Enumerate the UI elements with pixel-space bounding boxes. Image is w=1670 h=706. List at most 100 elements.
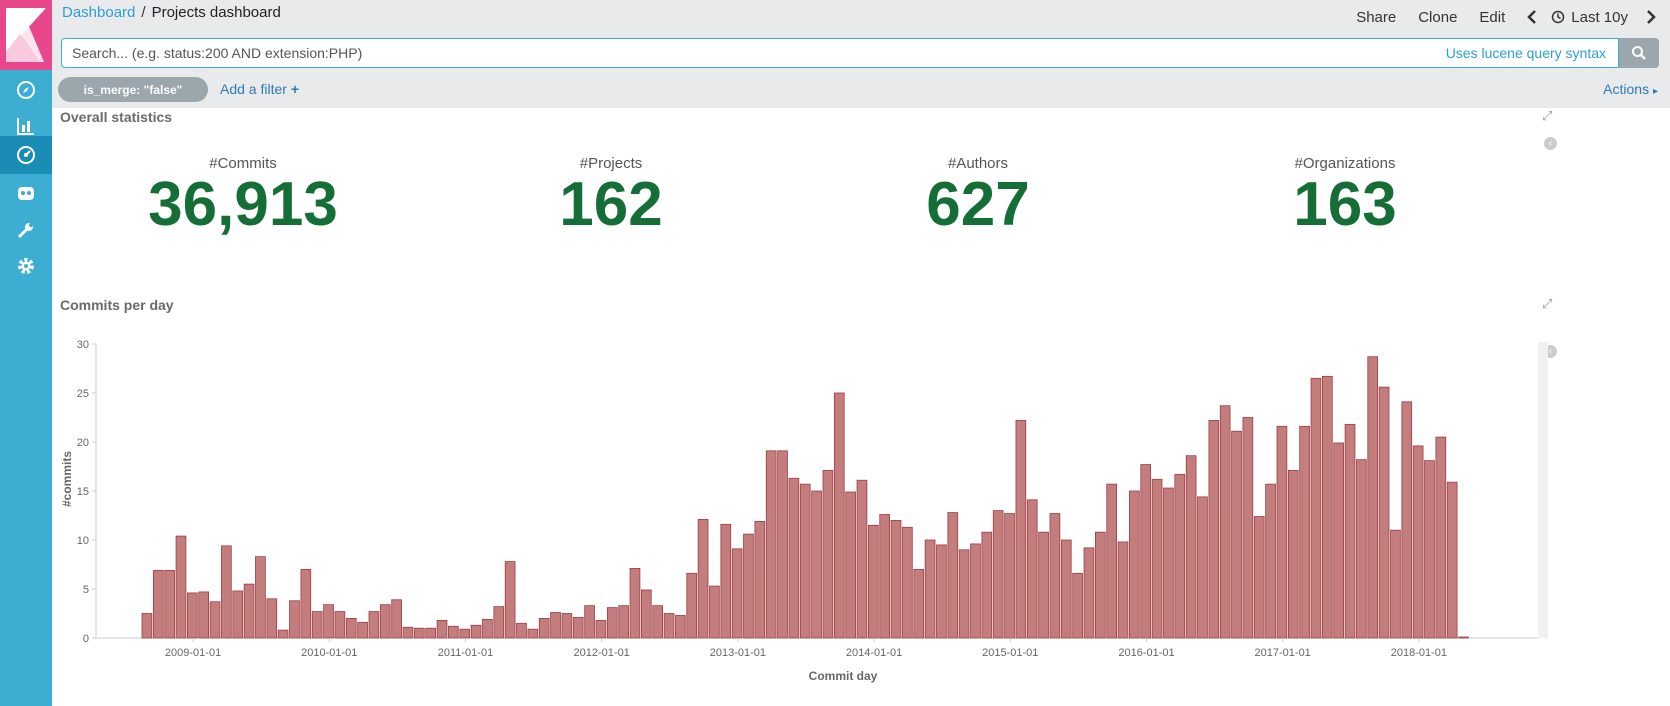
- y-tick-label: 10: [77, 535, 89, 547]
- gauge-icon[interactable]: [0, 136, 52, 174]
- bar: [1446, 481, 1458, 639]
- plot-edge-shade: [1538, 342, 1548, 638]
- compass-icon[interactable]: [14, 78, 38, 102]
- bar: [198, 591, 210, 639]
- bar: [436, 619, 448, 639]
- bar: [232, 590, 244, 639]
- y-axis-title: #commits: [60, 451, 74, 507]
- bar: [1049, 513, 1061, 639]
- bar: [1015, 420, 1027, 639]
- metric-value: 163: [1293, 170, 1397, 239]
- bar: [913, 568, 925, 639]
- bar: [243, 583, 255, 639]
- metric-organizations: #Organizations 163: [1195, 155, 1495, 236]
- metric-value: 162: [559, 170, 663, 239]
- shield-icon[interactable]: [14, 182, 38, 206]
- commits-per-day-title: Commits per day: [60, 297, 174, 313]
- metric-commits: #Commits 36,913: [93, 155, 393, 236]
- wrench-icon[interactable]: [14, 218, 38, 242]
- bar: [1185, 455, 1197, 639]
- bar: [947, 512, 959, 639]
- x-tick-label: 2017-01-01: [1255, 647, 1311, 659]
- lucene-syntax-link[interactable]: Uses lucene query syntax: [1445, 45, 1606, 61]
- search-button[interactable]: [1619, 38, 1659, 68]
- bar: [845, 491, 856, 639]
- filter-pill[interactable]: is_merge: "false": [58, 77, 208, 102]
- bar: [1197, 496, 1208, 639]
- bar: [799, 483, 811, 639]
- metric-projects: #Projects 162: [461, 155, 761, 236]
- bar: [300, 568, 312, 639]
- search-icon: [1632, 46, 1646, 60]
- bar: [357, 621, 368, 639]
- breadcrumb-dashboard-link[interactable]: Dashboard: [62, 4, 136, 21]
- collapse-caret-icon[interactable]: ‹: [1544, 137, 1557, 150]
- bar: [175, 535, 187, 639]
- x-tick-label: 2015-01-01: [982, 647, 1038, 659]
- bar: [1219, 405, 1231, 639]
- bar: [1458, 636, 1469, 639]
- bar: [1344, 423, 1356, 639]
- bar: [425, 627, 437, 639]
- expand-icon[interactable]: ⤢: [1542, 108, 1553, 123]
- breadcrumb: Dashboard / Projects dashboard: [62, 4, 281, 21]
- bar: [936, 544, 947, 639]
- bar: [311, 611, 323, 639]
- search-input[interactable]: [72, 39, 1272, 67]
- bar: [618, 605, 629, 639]
- kibana-logo[interactable]: [0, 0, 52, 70]
- bar: [1151, 478, 1163, 639]
- chevron-right-icon[interactable]: [1646, 10, 1656, 24]
- time-picker-button[interactable]: Last 10y: [1551, 9, 1628, 26]
- bar: [1401, 401, 1413, 639]
- plus-icon: +: [290, 81, 300, 97]
- y-tick-label: 5: [83, 584, 89, 596]
- bar: [754, 520, 766, 639]
- bar: [187, 592, 198, 639]
- bar: [1435, 436, 1447, 639]
- metric-label: #Commits: [209, 155, 277, 172]
- bar: [879, 514, 891, 639]
- bar: [334, 611, 346, 639]
- x-tick-label: 2018-01-01: [1391, 647, 1447, 659]
- bar: [550, 612, 561, 639]
- add-filter-label: Add a filter: [220, 81, 287, 97]
- bar: [924, 539, 936, 639]
- bar: [833, 392, 845, 639]
- share-button[interactable]: Share: [1356, 8, 1397, 26]
- y-tick-label: 30: [77, 339, 89, 351]
- y-tick-label: 15: [77, 486, 89, 498]
- bar: [902, 526, 913, 639]
- bar: [379, 604, 391, 639]
- x-tick-label: 2012-01-01: [574, 647, 630, 659]
- bar-chart-icon[interactable]: [14, 114, 38, 138]
- bar: [675, 615, 686, 639]
- edit-button[interactable]: Edit: [1479, 8, 1506, 26]
- bar: [1106, 483, 1118, 639]
- bar: [1322, 375, 1333, 639]
- bar: [641, 589, 652, 639]
- bar: [266, 598, 278, 639]
- add-filter-link[interactable]: Add a filter +: [220, 81, 299, 97]
- bar: [981, 531, 993, 639]
- bar: [323, 604, 334, 639]
- clone-button[interactable]: Clone: [1418, 8, 1458, 26]
- bar: [1424, 460, 1435, 639]
- bar: [1208, 420, 1220, 639]
- search-row: Uses lucene query syntax: [52, 34, 1670, 72]
- chevron-left-icon[interactable]: [1527, 10, 1537, 24]
- actions-link[interactable]: Actions ▸: [1603, 81, 1658, 97]
- bar: [1390, 529, 1401, 639]
- expand-icon[interactable]: ⤢: [1542, 296, 1553, 311]
- bar: [743, 533, 754, 639]
- bar: [606, 607, 618, 639]
- bar: [584, 605, 595, 639]
- bar: [1333, 442, 1345, 639]
- bar: [277, 629, 289, 639]
- bar: [697, 519, 709, 639]
- metric-label: #Authors: [947, 155, 1009, 172]
- gear-icon[interactable]: [14, 254, 38, 278]
- bar: [731, 548, 743, 639]
- bar: [391, 599, 402, 639]
- bar: [1231, 430, 1242, 639]
